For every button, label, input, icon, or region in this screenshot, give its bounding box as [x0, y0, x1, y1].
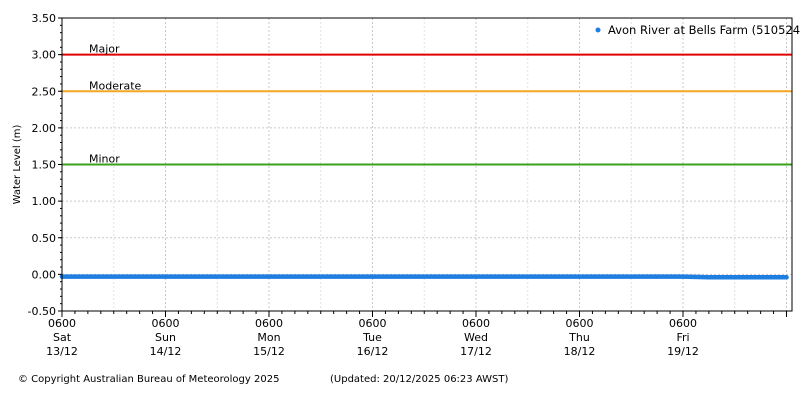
y-tick-label: 1.00 — [32, 195, 57, 208]
updated-text: (Updated: 20/12/2025 06:23 AWST) — [330, 374, 509, 385]
threshold-label-minor: Minor — [89, 153, 120, 166]
y-tick-label: 0.00 — [32, 268, 57, 281]
data-point — [163, 274, 168, 279]
data-point — [654, 274, 660, 279]
y-tick-label: 2.00 — [32, 122, 57, 135]
threshold-label-moderate: Moderate — [89, 79, 142, 92]
y-tick-label: 3.00 — [32, 49, 57, 62]
x-tick-day: Thu — [568, 331, 590, 344]
series-line — [59, 274, 789, 280]
data-point — [680, 274, 686, 279]
x-tick-time: 0600 — [255, 317, 283, 330]
data-point — [266, 274, 272, 279]
x-tick-date: 15/12 — [253, 345, 285, 358]
x-tick-time: 0600 — [462, 317, 490, 330]
x-tick-date: 16/12 — [357, 345, 389, 358]
data-point — [706, 275, 712, 280]
x-tick-date: 18/12 — [564, 345, 596, 358]
y-tick-label: 2.50 — [32, 85, 57, 98]
x-tick-day: Tue — [362, 331, 382, 344]
x-tick-time: 0600 — [152, 317, 180, 330]
x-tick-date: 17/12 — [460, 345, 492, 358]
threshold-label-major: Major — [89, 43, 120, 56]
x-tick-day: Wed — [464, 331, 488, 344]
x-tick-day: Mon — [257, 331, 280, 344]
x-tick-day: Fri — [676, 331, 689, 344]
y-tick-label: -0.50 — [28, 305, 56, 318]
x-tick-time: 0600 — [48, 317, 76, 330]
data-point — [784, 275, 789, 280]
y-tick-label: 1.50 — [32, 159, 57, 172]
plot-frame — [61, 17, 793, 312]
x-tick-day: Sun — [155, 331, 176, 344]
x-tick-time: 0600 — [669, 317, 697, 330]
legend-marker — [595, 27, 601, 33]
y-tick-label: 3.50 — [32, 12, 57, 25]
legend-label: Avon River at Bells Farm (510524) — [608, 23, 800, 37]
x-tick-date: 13/12 — [46, 345, 78, 358]
y-axis-label: Water Level (m) — [12, 124, 23, 204]
x-tick-date: 14/12 — [150, 345, 182, 358]
x-tick-time: 0600 — [359, 317, 387, 330]
data-point — [473, 274, 479, 279]
x-tick-time: 0600 — [566, 317, 594, 330]
x-tick-date: 19/12 — [667, 345, 699, 358]
x-tick-day: Sat — [53, 331, 72, 344]
data-point — [577, 274, 582, 279]
copyright-text: © Copyright Australian Bureau of Meteoro… — [18, 374, 280, 385]
data-point — [370, 274, 375, 279]
y-tick-label: 0.50 — [32, 232, 57, 245]
